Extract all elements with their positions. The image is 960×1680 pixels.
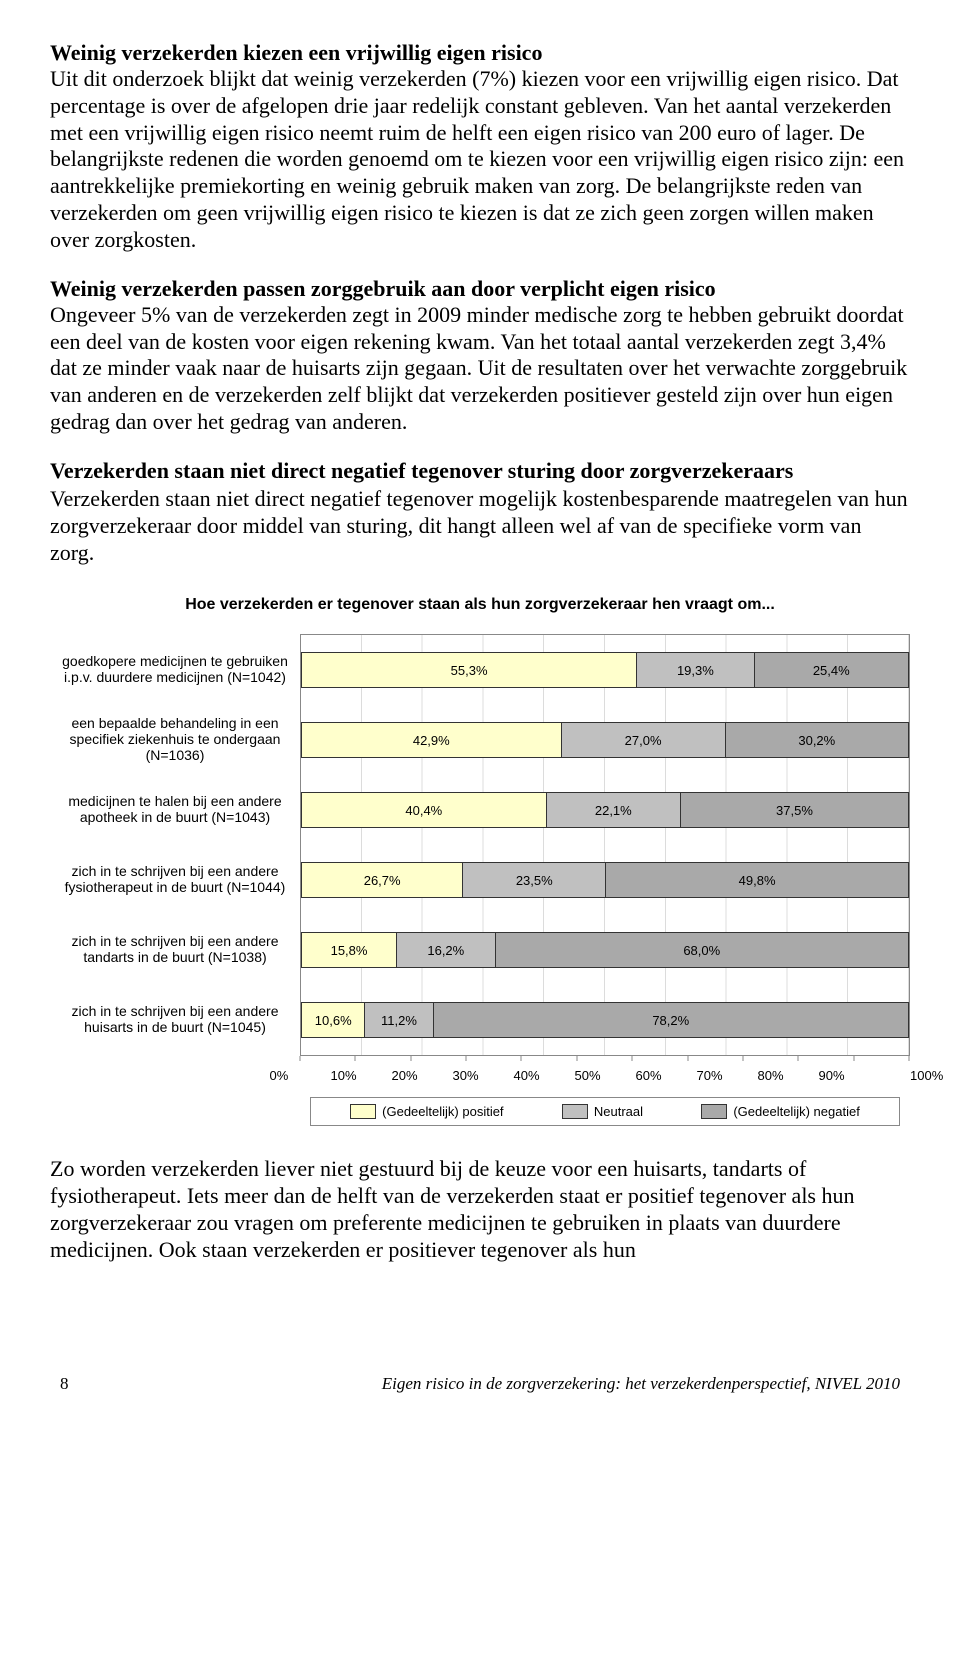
xtick-label: 20% [392,1068,418,1083]
bar-segment-neutral: 23,5% [463,862,606,898]
body-2: Ongeveer 5% van de verzekerden zegt in 2… [50,302,907,434]
bar-segment-negative: 68,0% [496,932,909,968]
xtick-label: 30% [453,1068,479,1083]
xtick-label: 60% [636,1068,662,1083]
xtick-label: 40% [514,1068,540,1083]
section-3: Verzekerden staan niet direct negatief t… [50,458,910,566]
bar-row-5: 10,6%11,2%78,2% [301,985,909,1055]
bar-row-0: 55,3%19,3%25,4% [301,635,909,705]
swatch-neutral [562,1104,588,1119]
x-axis: 0%10%20%30%40%50%60%70%80%90%100% [300,1068,910,1083]
chart-y-labels: goedkopere medicijnen te gebruiken i.p.v… [50,634,300,1126]
xtick-label: 100% [910,1068,943,1083]
x-ticks [300,1056,910,1062]
section-1: Weinig verzekerden kiezen een vrijwillig… [50,40,910,254]
legend-positive-label: (Gedeeltelijk) positief [382,1104,503,1119]
xtick-label: 50% [575,1068,601,1083]
bar-segment-negative: 49,8% [606,862,909,898]
xtick-label: 0% [270,1068,289,1083]
heading-1: Weinig verzekerden kiezen een vrijwillig… [50,40,542,65]
section-2: Weinig verzekerden passen zorggebruik aa… [50,276,910,436]
xtick-label: 70% [697,1068,723,1083]
legend-positive: (Gedeeltelijk) positief [350,1104,503,1119]
swatch-negative [701,1104,727,1119]
ylabel-4: zich in te schrijven bij een andere tand… [50,914,300,984]
bar-row-1: 42,9%27,0%30,2% [301,705,909,775]
bar-segment-positive: 40,4% [301,792,547,828]
bar-segment-positive: 10,6% [301,1002,365,1038]
body-3: Verzekerden staan niet direct negatief t… [50,486,908,565]
bar-segment-positive: 42,9% [301,722,562,758]
swatch-positive [350,1104,376,1119]
bar-segment-neutral: 11,2% [365,1002,433,1038]
bar-segment-negative: 30,2% [726,722,909,758]
bar-segment-positive: 15,8% [301,932,397,968]
heading-3: Verzekerden staan niet direct negatief t… [50,458,910,484]
bar-segment-negative: 78,2% [434,1002,909,1038]
page-number: 8 [60,1374,69,1394]
plot: 55,3%19,3%25,4%42,9%27,0%30,2%40,4%22,1%… [300,634,910,1056]
legend-negative-label: (Gedeeltelijk) negatief [733,1104,859,1119]
ylabel-2: medicijnen te halen bij een andere apoth… [50,774,300,844]
legend-negative: (Gedeeltelijk) negatief [701,1104,859,1119]
bar-segment-positive: 26,7% [301,862,463,898]
ylabel-0: goedkopere medicijnen te gebruiken i.p.v… [50,634,300,704]
ylabel-5: zich in te schrijven bij een andere huis… [50,984,300,1054]
bar-segment-negative: 25,4% [755,652,909,688]
bar-row-3: 26,7%23,5%49,8% [301,845,909,915]
chart: goedkopere medicijnen te gebruiken i.p.v… [50,634,910,1126]
chart-title: Hoe verzekerden er tegenover staan als h… [50,596,910,614]
ylabel-1: een bepaalde behandeling in een specifie… [50,704,300,774]
ylabel-3: zich in te schrijven bij een andere fysi… [50,844,300,914]
bar-segment-neutral: 19,3% [637,652,754,688]
page-footer: 8 Eigen risico in de zorgverzekering: he… [50,1374,910,1394]
bar-segment-positive: 55,3% [301,652,637,688]
legend: (Gedeeltelijk) positief Neutraal (Gedeel… [310,1097,900,1126]
xtick-label: 80% [758,1068,784,1083]
bar-segment-negative: 37,5% [681,792,909,828]
legend-neutral-label: Neutraal [594,1104,643,1119]
bar-segment-neutral: 27,0% [562,722,726,758]
xtick-label: 10% [331,1068,357,1083]
bar-segment-neutral: 16,2% [397,932,495,968]
bar-row-4: 15,8%16,2%68,0% [301,915,909,985]
footer-citation: Eigen risico in de zorgverzekering: het … [382,1374,900,1394]
chart-plot-area: 55,3%19,3%25,4%42,9%27,0%30,2%40,4%22,1%… [300,634,910,1126]
heading-2: Weinig verzekerden passen zorggebruik aa… [50,276,716,301]
body-1: Uit dit onderzoek blijkt dat weinig verz… [50,66,904,252]
closing-paragraph: Zo worden verzekerden liever niet gestuu… [50,1156,910,1263]
bar-row-2: 40,4%22,1%37,5% [301,775,909,845]
page: Weinig verzekerden kiezen een vrijwillig… [0,0,960,1414]
legend-neutral: Neutraal [562,1104,643,1119]
bar-segment-neutral: 22,1% [547,792,681,828]
xtick-label: 90% [819,1068,845,1083]
